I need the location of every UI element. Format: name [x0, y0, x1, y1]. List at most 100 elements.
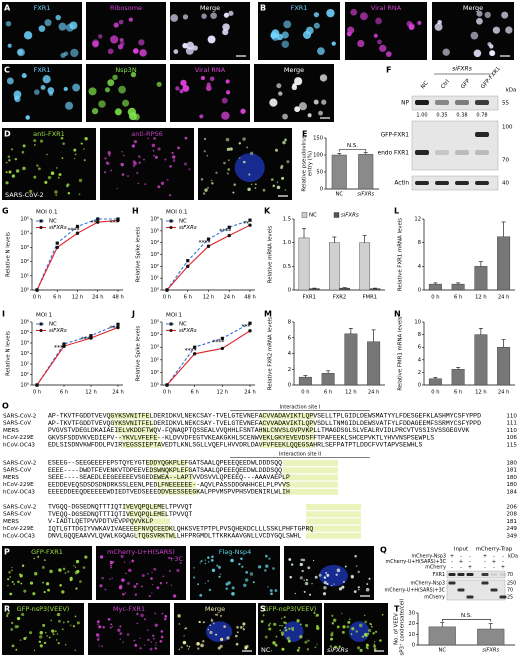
cell-signal	[11, 580, 14, 583]
cell-signal	[98, 636, 100, 639]
cell-signal	[222, 29, 229, 36]
cell-signal	[242, 622, 246, 626]
sequence-name: MERS	[3, 475, 19, 481]
cell-signal	[505, 26, 513, 34]
band	[481, 573, 489, 576]
cell-signal	[59, 584, 62, 587]
significance: **	[243, 221, 249, 228]
sign: -	[484, 565, 486, 571]
sequence: V-IADTLQETPVVPDTVEVPPQVVKLP	[48, 518, 153, 525]
x-tick-label: 12 h	[85, 390, 97, 396]
bar	[474, 266, 488, 291]
cell-signal	[370, 625, 373, 628]
cell-signal	[322, 592, 327, 596]
band	[466, 595, 474, 599]
cell-signal	[242, 628, 245, 631]
data-point	[186, 264, 190, 269]
cell-signal	[188, 168, 191, 171]
sequence: TVEQQ-DGSEDNQTTTIQTIVEVQPQLEMELTPVVQT	[48, 511, 192, 518]
cell-signal	[55, 167, 58, 169]
band	[435, 100, 449, 105]
cell-signal	[180, 79, 187, 87]
x-tick-label: 0 h	[163, 390, 171, 396]
cell-signal	[207, 561, 210, 563]
cell-signal	[281, 624, 283, 627]
cell-signal	[151, 571, 153, 574]
cell-signal	[330, 633, 334, 637]
panel-letter: C	[4, 66, 10, 75]
significance-bracket	[338, 149, 367, 152]
y-axis-label: Relative N levels	[6, 331, 12, 376]
cell-signal	[126, 633, 130, 636]
significance: ****	[81, 336, 93, 343]
cell-signal	[164, 615, 168, 618]
x-tick-label: 48 h	[112, 295, 124, 301]
cell-signal	[248, 173, 251, 176]
cell-signal	[133, 584, 137, 589]
sequence-end: 206	[506, 505, 517, 511]
cell-signal	[79, 580, 82, 583]
cell-signal	[11, 566, 13, 569]
cell-signal	[14, 96, 21, 103]
cell-signal	[238, 142, 241, 145]
significance: N.S.	[461, 613, 472, 619]
cell-signal	[172, 159, 176, 162]
panel-label: GFP-FXR1	[31, 548, 63, 556]
cell-signal	[331, 631, 334, 634]
y-tick-label: 10⁵	[20, 330, 29, 336]
cell-signal	[284, 626, 287, 629]
x-tick-label: siFXRs	[482, 648, 499, 654]
cell-signal	[204, 562, 207, 565]
cell-signal	[365, 587, 370, 592]
cell-signal	[361, 635, 365, 638]
x-tick-label: 0 h	[431, 390, 439, 396]
cell-signal	[133, 113, 140, 121]
data-point	[165, 288, 169, 292]
cell-signal	[123, 154, 125, 157]
cell-signal	[78, 193, 81, 196]
panel-letter: R	[4, 605, 10, 614]
cell-signal	[200, 178, 204, 181]
cell-signal	[281, 176, 285, 180]
cell-signal	[188, 645, 191, 648]
panel-letter: S	[260, 605, 266, 614]
cell-signal	[112, 74, 118, 81]
cell-signal	[287, 639, 291, 643]
condition-label: mCherry	[425, 565, 446, 571]
cell-signal	[316, 643, 318, 645]
sign: -	[502, 559, 504, 565]
cell-signal	[278, 91, 283, 96]
data-point	[35, 383, 39, 387]
legend-swatch	[333, 212, 340, 218]
bar	[451, 283, 465, 291]
cell-signal	[97, 623, 99, 626]
cell-signal	[225, 137, 230, 142]
y-tick-label: 10³	[20, 245, 29, 251]
cell-signal	[131, 559, 135, 563]
cell-signal	[92, 39, 100, 47]
cell-signal	[132, 164, 136, 168]
cell-signal	[23, 589, 27, 593]
micrograph	[2, 128, 96, 200]
panel-label: Viral RNA	[371, 4, 402, 12]
legend-marker	[39, 329, 43, 332]
cell-signal	[379, 639, 382, 642]
cell-signal	[107, 618, 111, 621]
cell-signal	[249, 572, 254, 576]
conserved-highlight	[283, 488, 338, 495]
cell-signal	[197, 647, 200, 650]
cell-signal	[313, 611, 316, 615]
legend-label: siFXRs	[341, 213, 359, 219]
sequence: TVGQQ-DGSEDNQTTTIQTIVEVQPQLEMELTPVVQT	[48, 504, 192, 511]
x-tick-label: 0 h	[301, 390, 309, 396]
cell-signal	[144, 618, 147, 621]
cell-signal	[280, 166, 283, 170]
cell-signal	[284, 628, 288, 632]
x-tick-label: 24 h	[498, 295, 510, 301]
cell-signal	[73, 148, 77, 152]
cell-signal	[139, 637, 141, 639]
x-tick-label: 6 h	[454, 295, 462, 301]
cell-signal	[65, 184, 69, 187]
significance: ****	[212, 339, 224, 346]
cell-signal	[210, 12, 217, 20]
